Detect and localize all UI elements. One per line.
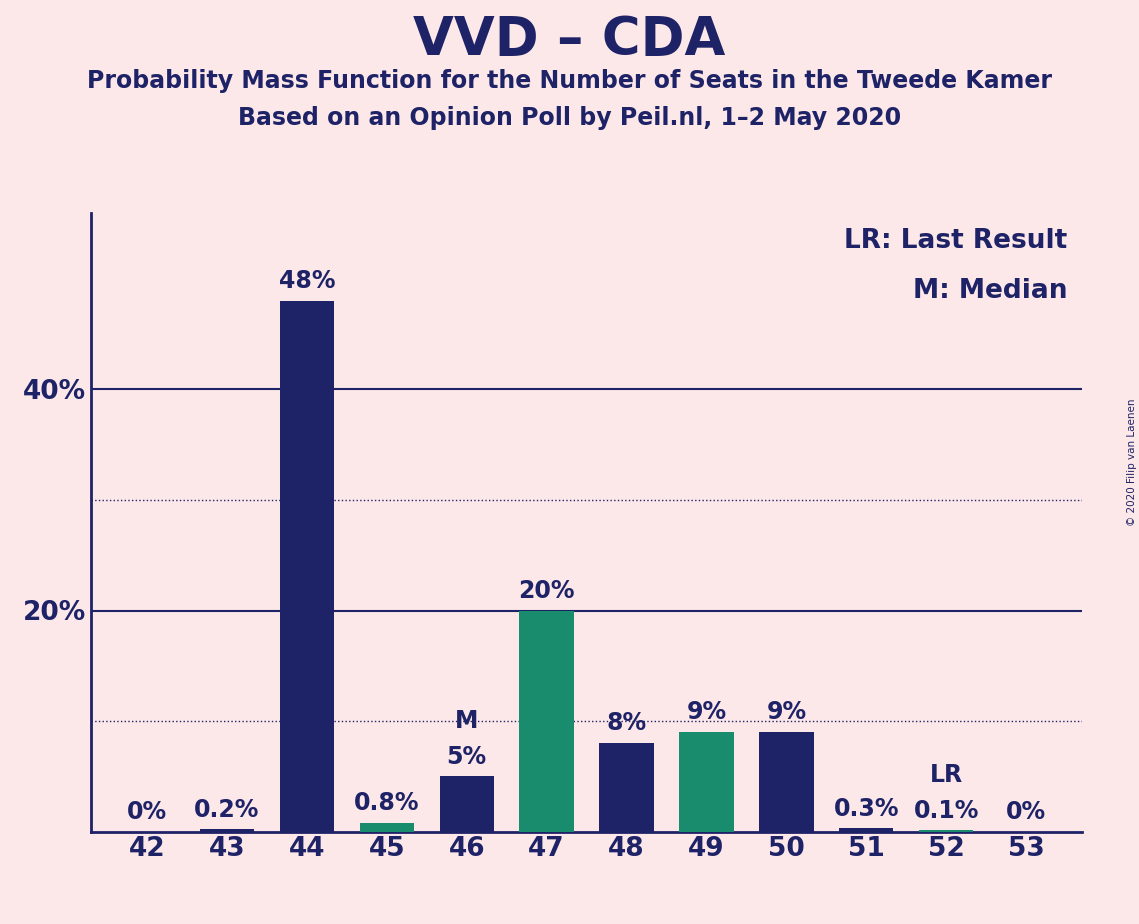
Text: 48%: 48%	[279, 269, 335, 293]
Bar	[360, 822, 413, 832]
Text: 20%: 20%	[518, 578, 575, 602]
Bar	[199, 830, 254, 832]
Text: 9%: 9%	[767, 700, 806, 724]
Text: 0%: 0%	[126, 800, 167, 824]
Bar	[280, 301, 334, 832]
Bar	[919, 831, 974, 832]
Text: 0.1%: 0.1%	[913, 798, 978, 822]
Bar	[519, 611, 574, 832]
Text: © 2020 Filip van Laenen: © 2020 Filip van Laenen	[1126, 398, 1137, 526]
Text: LR: Last Result: LR: Last Result	[844, 228, 1067, 254]
Text: Probability Mass Function for the Number of Seats in the Tweede Kamer: Probability Mass Function for the Number…	[87, 69, 1052, 93]
Text: 0%: 0%	[1006, 800, 1047, 824]
Text: 0.2%: 0.2%	[195, 797, 260, 821]
Text: 5%: 5%	[446, 745, 486, 769]
Text: 0.3%: 0.3%	[834, 796, 899, 821]
Text: Based on an Opinion Poll by Peil.nl, 1–2 May 2020: Based on an Opinion Poll by Peil.nl, 1–2…	[238, 106, 901, 130]
Text: 9%: 9%	[687, 700, 727, 724]
Bar	[679, 732, 734, 832]
Text: M: M	[454, 710, 478, 734]
Bar	[440, 776, 494, 832]
Text: VVD – CDA: VVD – CDA	[413, 14, 726, 66]
Text: M: Median: M: Median	[912, 277, 1067, 303]
Bar	[760, 732, 813, 832]
Bar	[839, 828, 893, 832]
Text: LR: LR	[929, 763, 962, 787]
Bar	[599, 743, 654, 832]
Text: 8%: 8%	[606, 711, 647, 736]
Text: 0.8%: 0.8%	[354, 791, 419, 815]
